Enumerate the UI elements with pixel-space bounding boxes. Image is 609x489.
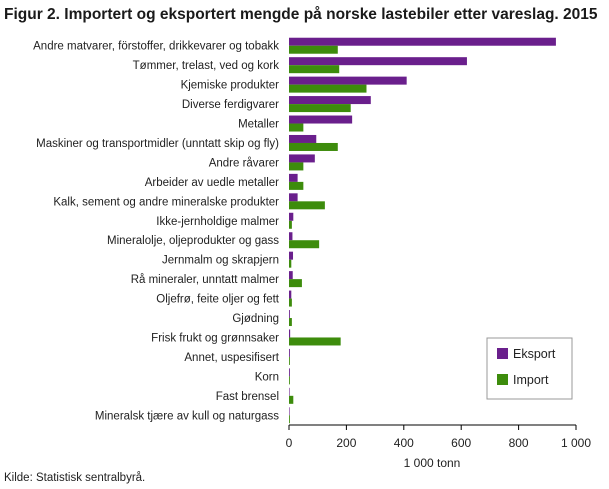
category-label: Kjemiske produkter	[181, 80, 280, 92]
bar-import-9	[289, 220, 292, 229]
bar-import-4	[289, 123, 304, 132]
bar-import-13	[289, 298, 292, 307]
bar-import-11	[289, 259, 292, 268]
category-label: Jernmalm og skrapjern	[162, 255, 279, 267]
category-label: Ikke-jernholdige malmer	[156, 216, 279, 228]
bar-import-12	[289, 279, 302, 288]
category-label: Annet, uspesifisert	[184, 352, 279, 364]
x-tick-label: 600	[451, 436, 471, 450]
bar-eksport-1	[289, 57, 467, 66]
bar-eksport-13	[289, 290, 292, 299]
x-tick-label: 800	[509, 436, 529, 450]
bar-import-2	[289, 84, 367, 93]
bars-layer	[289, 37, 556, 424]
bar-import-8	[289, 201, 325, 210]
bar-eksport-12	[289, 271, 293, 280]
bar-import-17	[289, 376, 290, 385]
category-label: Frisk frukt og grønnsaker	[151, 332, 279, 344]
category-label: Andre råvarer	[209, 157, 279, 169]
legend-box	[486, 337, 573, 400]
x-tick-label: 0	[286, 436, 293, 450]
category-label: Fast brensel	[216, 391, 279, 403]
bar-eksport-15	[289, 329, 291, 338]
bar-import-15	[289, 337, 341, 346]
x-tick-label: 200	[336, 436, 356, 450]
bar-eksport-7	[289, 173, 298, 182]
bar-import-7	[289, 181, 304, 190]
bar-import-10	[289, 240, 320, 249]
category-label: Mineralsk tjære av kull og naturgass	[95, 410, 279, 422]
bar-import-3	[289, 104, 351, 113]
category-label: Mineralolje, oljeprodukter og gass	[107, 235, 279, 247]
category-label: Andre matvarer, förstoffer, drikkevarer …	[33, 41, 279, 53]
category-label: Kalk, sement og andre mineralske produkt…	[53, 196, 279, 208]
bar-import-16	[289, 356, 290, 365]
bar-import-1	[289, 65, 340, 74]
legend-swatch-eksport	[497, 348, 508, 359]
category-label: Tømmer, trelast, ved og kork	[133, 60, 280, 72]
bar-eksport-11	[289, 251, 294, 260]
bar-chart: Andre matvarer, förstoffer, drikkevarer …	[33, 37, 591, 470]
category-label: Diverse ferdigvarer	[182, 99, 279, 111]
bar-eksport-10	[289, 232, 293, 241]
chart-title: Figur 2. Importert og eksportert mengde …	[4, 6, 598, 23]
bar-eksport-9	[289, 212, 294, 221]
bar-import-0	[289, 45, 338, 54]
x-axis-label: 1 000 tonn	[404, 456, 461, 470]
legend-label-import: Import	[513, 373, 549, 387]
bar-eksport-18	[289, 387, 290, 396]
category-label: Gjødning	[232, 313, 279, 325]
legend: Eksport Import	[486, 337, 573, 400]
category-label: Oljefrø, feite oljer og fett	[156, 294, 280, 306]
category-label: Korn	[255, 371, 279, 383]
legend-swatch-import	[497, 374, 508, 385]
x-tick-labels: 0 200 400 600 800 1 000	[286, 425, 591, 450]
bar-eksport-16	[289, 348, 290, 357]
category-label: Maskiner og transportmidler (unntatt ski…	[36, 138, 279, 150]
bar-eksport-3	[289, 96, 371, 105]
bar-eksport-8	[289, 193, 298, 202]
bar-import-14	[289, 318, 292, 327]
bar-eksport-5	[289, 134, 317, 143]
bar-eksport-4	[289, 115, 353, 124]
x-tick-label: 1 000	[561, 436, 591, 450]
bar-eksport-2	[289, 76, 407, 85]
category-labels: Andre matvarer, förstoffer, drikkevarer …	[33, 41, 280, 423]
bar-eksport-14	[289, 310, 290, 319]
bar-eksport-17	[289, 368, 290, 377]
x-tick-label: 400	[394, 436, 414, 450]
bar-import-5	[289, 142, 338, 151]
bar-eksport-19	[289, 407, 290, 416]
bar-import-19	[289, 415, 290, 424]
bar-eksport-6	[289, 154, 315, 163]
category-label: Metaller	[238, 119, 279, 131]
category-label: Rå mineraler, unntatt malmer	[131, 274, 279, 286]
source-note: Kilde: Statistisk sentralbyrå.	[4, 472, 146, 484]
bar-eksport-0	[289, 37, 556, 46]
legend-label-eksport: Eksport	[513, 347, 556, 361]
bar-import-6	[289, 162, 304, 171]
category-label: Arbeider av uedle metaller	[145, 177, 279, 189]
bar-import-18	[289, 395, 294, 404]
